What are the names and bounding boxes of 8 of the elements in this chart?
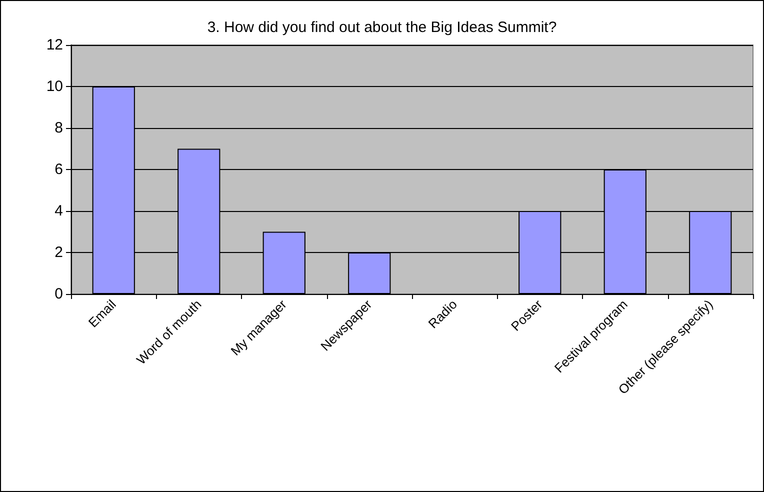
chart-title: 3. How did you find out about the Big Ideas Summit? [207, 19, 557, 36]
y-tick-label: 8 [54, 120, 63, 136]
y-tick-label: 6 [54, 161, 63, 178]
y-tick-label: 4 [54, 202, 63, 220]
y-tick-label: 0 [54, 286, 63, 302]
y-tick-label: 2 [54, 244, 63, 261]
y-tick-label: 12 [46, 36, 63, 54]
y-tick-label: 10 [46, 78, 63, 95]
